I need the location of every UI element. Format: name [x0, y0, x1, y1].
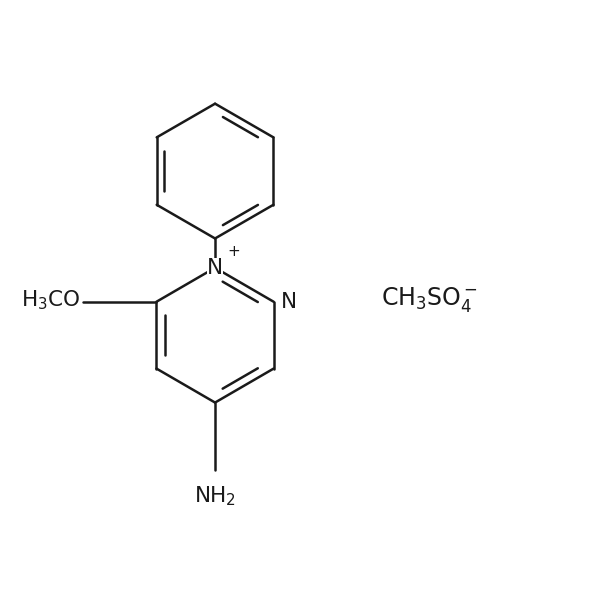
Text: N: N — [281, 292, 297, 312]
Text: H$_3$CO: H$_3$CO — [21, 289, 80, 313]
Text: +: + — [227, 244, 240, 259]
Text: N: N — [207, 258, 223, 278]
Text: CH$_3$SO$_4^-$: CH$_3$SO$_4^-$ — [380, 286, 478, 314]
Text: NH$_2$: NH$_2$ — [194, 485, 236, 508]
